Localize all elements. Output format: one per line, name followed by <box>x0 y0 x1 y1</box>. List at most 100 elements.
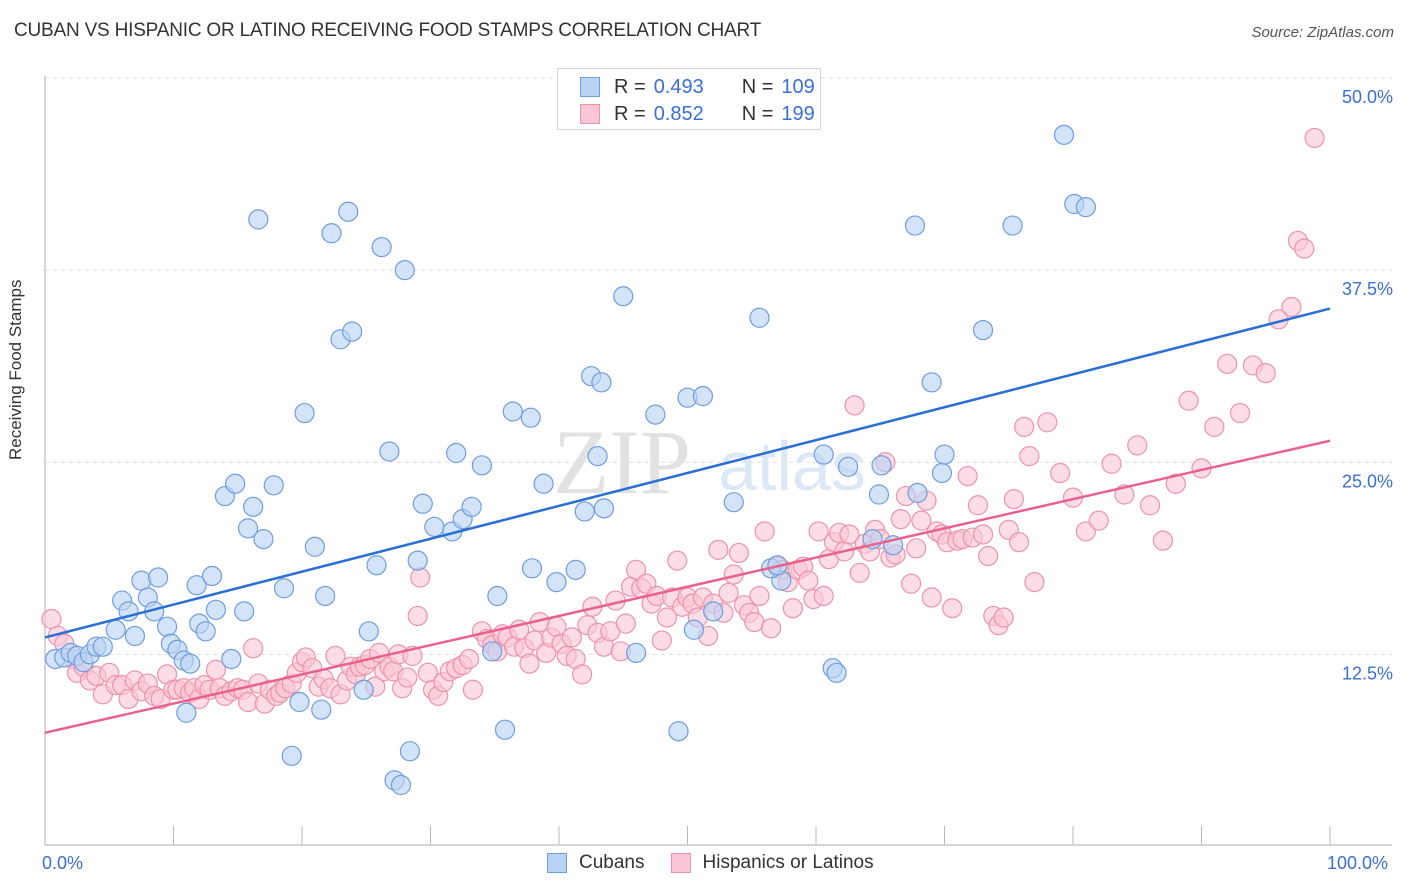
cubans-legend-swatch <box>547 853 567 873</box>
hispanics-point <box>237 691 259 713</box>
hispanics-point <box>667 550 688 571</box>
hispanics-point <box>1019 446 1040 467</box>
hispanics-point <box>615 613 636 634</box>
stats-legend: R = 0.493 N = 109 R = 0.852 N = 199 <box>557 68 821 130</box>
hispanics-point <box>462 679 484 700</box>
hispanics-legend-swatch <box>670 853 691 873</box>
cubans-point <box>237 518 259 539</box>
hispanics-point <box>728 542 750 564</box>
stats-row-cubans: R = 0.493 N = 109 <box>580 74 815 100</box>
hispanics-point <box>1217 353 1238 374</box>
hispanics-point <box>1050 462 1071 484</box>
hispanics-point <box>890 509 911 530</box>
cubans-point <box>281 745 302 766</box>
cubans-point <box>294 402 315 424</box>
cubans-point <box>546 572 567 593</box>
x-tick-label-max: 100.0% <box>1327 853 1389 873</box>
cubans-point <box>907 482 928 504</box>
cubans-point <box>749 307 770 328</box>
cubans-point <box>838 456 859 477</box>
cubans-point <box>131 570 152 591</box>
hispanics-point <box>1229 402 1251 424</box>
watermark-zip: ZIP <box>553 411 691 513</box>
cubans-point <box>176 702 197 723</box>
cubans-point <box>205 599 227 620</box>
hispanics-point <box>1204 416 1225 437</box>
hispanics-point <box>1024 572 1045 593</box>
n-value: 199 <box>781 102 815 125</box>
r-value: 0.852 <box>653 102 704 125</box>
cubans-trend-line <box>44 307 1331 639</box>
y-tick-label: 50.0% <box>1342 87 1393 107</box>
hispanics-point <box>754 521 775 542</box>
cubans-point <box>972 319 994 341</box>
cubans-point <box>407 550 428 571</box>
cubans-point <box>234 601 255 622</box>
cubans-point <box>358 621 379 642</box>
hispanics-point <box>1037 412 1058 433</box>
n-label: N = <box>741 102 774 125</box>
cubans-point <box>92 636 113 657</box>
cubans-point <box>321 223 342 244</box>
cubans-point <box>494 719 516 740</box>
cubans-point <box>243 496 264 517</box>
cubans-point <box>813 444 834 465</box>
cubans-point <box>338 201 359 222</box>
hispanics-point <box>1139 495 1161 516</box>
cubans-point <box>390 774 412 796</box>
cubans-point <box>703 601 724 622</box>
hispanics-point <box>798 570 819 591</box>
hispanics-point <box>1088 510 1109 531</box>
hispanics-point <box>561 627 582 648</box>
cubans-point <box>195 621 216 642</box>
cubans-point <box>105 619 126 640</box>
cubans-point <box>342 321 363 342</box>
cubans-point <box>1053 124 1075 145</box>
hispanics-point <box>957 465 978 487</box>
cubans-point <box>692 386 714 407</box>
cubans-point <box>186 575 207 596</box>
legend-item-hispanics[interactable]: Hispanics or Latinos <box>670 852 874 874</box>
y-tick-labels: 12.5% 25.0% 37.5% 50.0% <box>1342 87 1393 683</box>
hispanics-point <box>1178 390 1199 411</box>
legend-item-cubans[interactable]: Cubans <box>547 852 645 874</box>
cubans-point <box>446 442 467 464</box>
hispanics-point <box>1014 416 1035 437</box>
hispanics-point <box>900 573 922 594</box>
cubans-point <box>502 401 523 422</box>
hispanics-point <box>760 618 782 639</box>
cubans-point <box>180 653 201 674</box>
legend-label-cubans: Cubans <box>579 852 645 873</box>
cubans-point <box>248 209 269 230</box>
cubans-point <box>593 498 615 519</box>
cubans-point <box>399 741 421 762</box>
cubans-point <box>253 528 274 550</box>
cubans-point <box>315 585 336 607</box>
cubans-point <box>904 215 926 236</box>
hispanics-point <box>718 582 739 603</box>
cubans-points <box>45 124 1096 796</box>
y-tick-label: 25.0% <box>1342 471 1393 491</box>
hispanics-point <box>708 539 729 560</box>
r-label: R = <box>614 75 646 98</box>
cubans-point <box>412 493 433 514</box>
cubans-point <box>482 641 503 662</box>
r-value: 0.493 <box>653 75 704 98</box>
cubans-point <box>723 492 744 513</box>
cubans-point <box>289 691 310 713</box>
hispanics-point <box>749 585 770 607</box>
hispanics-point <box>813 585 834 607</box>
hispanics-point <box>1304 127 1325 149</box>
cubans-point <box>625 642 647 663</box>
hispanics-point <box>782 598 803 619</box>
hispanics-point <box>967 495 989 516</box>
hispanics-point <box>1003 489 1024 510</box>
cubans-point <box>225 473 246 494</box>
hispanics-point <box>325 645 346 667</box>
cubans-point <box>533 473 554 494</box>
hispanics-trend-line <box>44 439 1331 734</box>
hispanics-point <box>849 562 870 584</box>
y-axis-label: Receiving Food Stamps <box>6 279 25 460</box>
hispanics-point <box>1281 296 1302 318</box>
